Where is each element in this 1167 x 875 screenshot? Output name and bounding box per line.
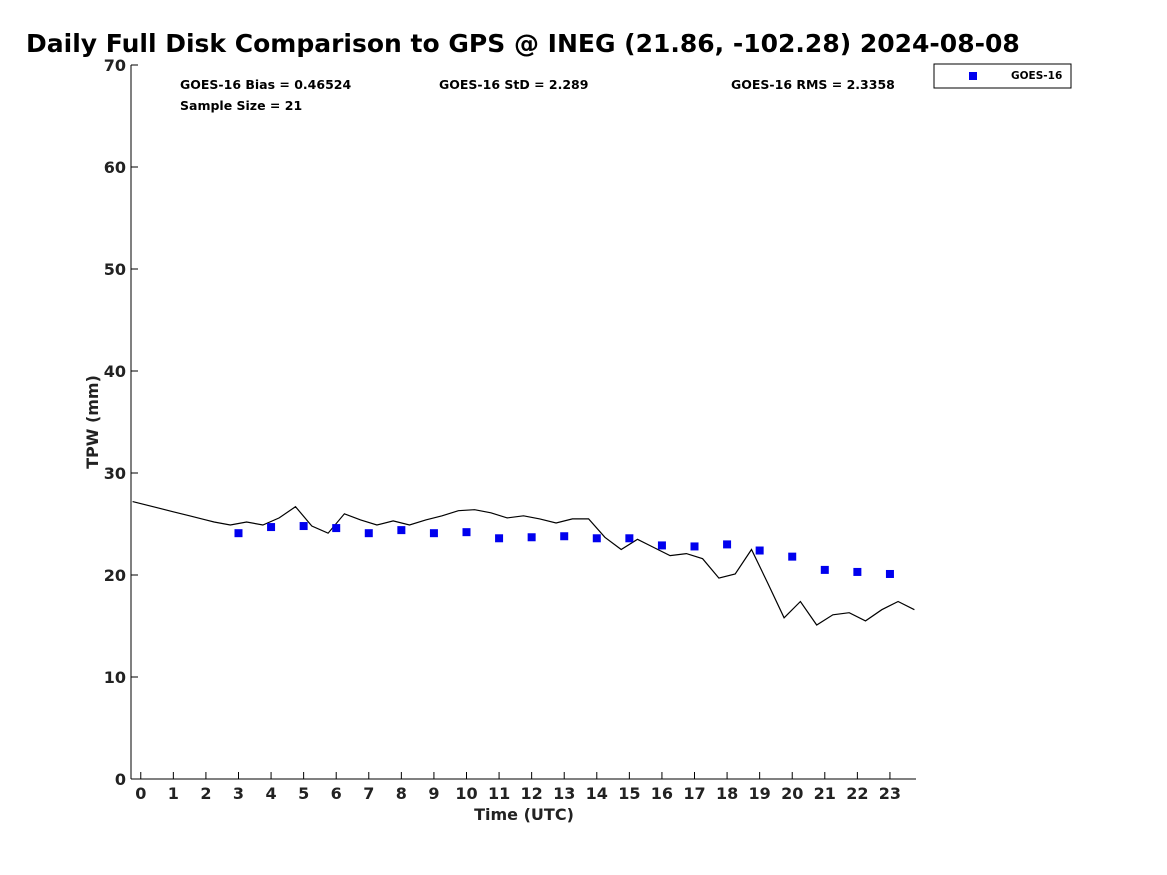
goes16-data-point [625,534,634,543]
y-tick-label: 40 [104,362,126,381]
y-tick-label: 70 [104,56,126,75]
legend: GOES-16 [933,63,1072,89]
gps-tpw-line [132,501,915,626]
x-tick-label: 3 [233,784,244,803]
legend-label-goes16: GOES-16 [1011,70,1062,82]
legend-marker-goes16 [969,72,977,80]
y-tick-label: 0 [115,770,126,789]
goes16-data-point [299,522,308,531]
goes16-data-point [267,523,276,532]
x-tick-label: 16 [651,784,673,803]
plot-area [130,65,916,780]
bias-stat: GOES-16 Bias = 0.46524 [180,77,351,92]
goes16-data-point [723,540,732,549]
x-tick-label: 22 [846,784,868,803]
legend-box [933,63,1072,89]
chart-title: Daily Full Disk Comparison to GPS @ INEG… [26,29,1020,58]
y-axis-label: TPW (mm) [83,375,102,469]
x-tick-label: 11 [488,784,510,803]
x-tick-label: 5 [298,784,309,803]
x-tick-label: 6 [331,784,342,803]
goes16-data-point [690,542,699,551]
goes16-data-point [364,529,373,538]
goes16-data-point [820,565,829,574]
x-tick-label: 2 [200,784,211,803]
x-tick-label: 8 [396,784,407,803]
goes16-data-point [755,546,764,555]
x-tick-label: 18 [716,784,738,803]
sample-size-stat: Sample Size = 21 [180,98,302,113]
x-tick-label: 9 [428,784,439,803]
x-tick-label: 0 [135,784,146,803]
goes16-data-point [592,534,601,543]
goes16-data-point [429,529,438,538]
goes16-data-point [332,524,341,533]
x-tick-label: 14 [586,784,608,803]
x-tick-label: 4 [265,784,276,803]
goes16-scatter-series [234,522,894,578]
y-axis-ticks: 0 10 20 30 40 50 60 70 [104,56,138,789]
y-tick-label: 30 [104,464,126,483]
x-tick-label: 15 [618,784,640,803]
y-tick-label: 20 [104,566,126,585]
x-tick-label: 20 [781,784,803,803]
x-tick-label: 12 [521,784,543,803]
std-stat: GOES-16 StD = 2.289 [439,77,588,92]
goes16-data-point [234,529,243,538]
rms-stat: GOES-16 RMS = 2.3358 [731,77,895,92]
x-tick-label: 17 [683,784,705,803]
gps-line-series [132,501,915,626]
x-tick-label: 19 [749,784,771,803]
x-tick-label: 13 [553,784,575,803]
x-axis-ticks: 0 1 2 3 4 5 6 7 8 9 10 11 12 13 14 15 16 17 18 19 20 21 22 23 [135,772,901,803]
goes16-data-point [495,534,504,543]
goes16-data-point [885,569,894,578]
goes16-data-point [462,528,471,537]
x-axis-label: Time (UTC) [474,805,574,824]
y-tick-label: 50 [104,260,126,279]
y-tick-label: 10 [104,668,126,687]
goes16-data-point [560,532,569,541]
x-tick-label: 23 [879,784,901,803]
x-tick-label: 21 [814,784,836,803]
goes16-data-point [788,552,797,561]
goes16-data-point [657,541,666,550]
x-tick-label: 7 [363,784,374,803]
x-tick-label: 1 [168,784,179,803]
axes-frame [131,65,916,779]
goes16-data-point [527,533,536,542]
goes16-data-point [397,526,406,535]
y-tick-label: 60 [104,158,126,177]
x-tick-label: 10 [455,784,477,803]
goes16-data-point [853,567,862,576]
